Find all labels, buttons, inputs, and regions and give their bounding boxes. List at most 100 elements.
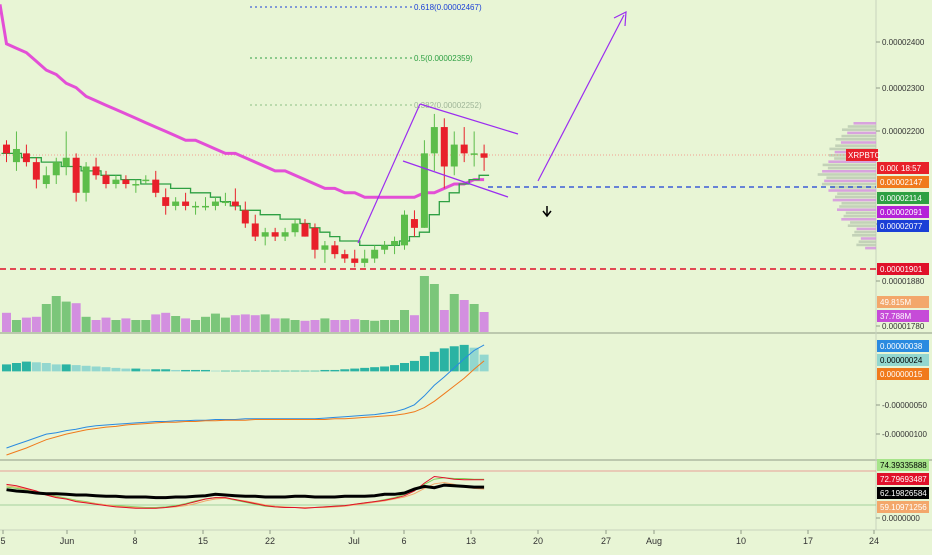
candle[interactable] [371, 245, 379, 263]
macd-signal-line[interactable] [6, 360, 485, 456]
stoch-red-line[interactable] [6, 475, 485, 509]
candle[interactable] [52, 157, 60, 185]
price-badge[interactable]: 0.00002091 [877, 206, 929, 218]
time-axis[interactable]: 5 Jun 8 15 22 Jul 6 13 20 27 Aug 10 17 24 [0, 530, 879, 546]
candle[interactable] [420, 140, 428, 228]
candle[interactable] [172, 197, 180, 211]
volume-profile-bar [847, 125, 876, 128]
candle[interactable] [251, 214, 259, 241]
candle[interactable] [440, 118, 448, 189]
candle[interactable] [102, 170, 110, 189]
candle[interactable] [162, 188, 170, 215]
stoch-k-line[interactable] [6, 483, 485, 500]
candle[interactable] [112, 175, 120, 189]
candle[interactable] [132, 179, 140, 193]
projection-arrow-head[interactable] [613, 10, 627, 27]
candle[interactable] [152, 170, 160, 198]
stoch-badge[interactable]: 62.19826584 [877, 487, 929, 499]
candle[interactable] [211, 197, 219, 211]
candle[interactable] [391, 236, 399, 255]
candle[interactable] [82, 162, 90, 202]
volume-profile-bar [839, 205, 876, 208]
price-badge[interactable]: 37.788M [877, 310, 929, 322]
candle[interactable] [142, 175, 150, 185]
macd-badge[interactable]: 0.00000015 [877, 368, 929, 380]
candle[interactable] [281, 227, 289, 241]
macd-histogram-bar [240, 370, 250, 372]
flag-pattern[interactable] [357, 103, 519, 244]
candle[interactable] [291, 219, 299, 237]
stoch-badge[interactable]: 72.79693487 [877, 473, 929, 485]
candle[interactable] [22, 144, 30, 167]
candle[interactable] [361, 249, 369, 268]
candle[interactable] [3, 140, 10, 163]
fib-level-label: 0.5(0.00002359) [414, 54, 473, 63]
candle[interactable] [122, 175, 130, 189]
candle[interactable] [410, 210, 418, 237]
candle[interactable] [241, 201, 249, 228]
candle[interactable] [261, 227, 269, 246]
macd-histogram-bar [300, 370, 310, 372]
candle[interactable] [12, 131, 20, 171]
price-badge[interactable]: 0.00002077 [877, 220, 929, 232]
candle[interactable] [182, 192, 190, 211]
candle[interactable] [450, 131, 458, 176]
stoch-axis[interactable]: 0.0000000 74.39335888 72.79693487 62.198265… [876, 459, 929, 523]
candle[interactable] [460, 127, 468, 163]
candle[interactable] [480, 144, 488, 171]
projection-arrow-line[interactable] [537, 14, 625, 182]
stoch-badge[interactable]: 74.39335888 [877, 459, 929, 471]
volume-bar [390, 320, 400, 332]
moving-average-line[interactable] [0, 4, 485, 199]
flag-upper-line[interactable] [419, 103, 519, 135]
flag-lower-line[interactable] [402, 160, 509, 198]
candle[interactable] [42, 166, 50, 189]
price-badge[interactable]: 0.00002114 [877, 192, 929, 204]
candle-body [361, 258, 369, 263]
symbol-badge[interactable]: XRPBTC [846, 149, 881, 161]
down-arrow-icon[interactable] [542, 206, 552, 218]
candle[interactable] [401, 210, 408, 250]
candle-body [162, 197, 170, 206]
candle[interactable] [72, 153, 80, 202]
candle[interactable] [92, 157, 100, 180]
stoch-badge[interactable]: 59.10971256 [877, 501, 929, 513]
price-tick-label: 0.00002300 [882, 84, 925, 93]
macd-badge[interactable]: 0.00000038 [877, 340, 929, 352]
price-badge[interactable]: 0.00001901 [877, 263, 929, 275]
stoch-green-line[interactable] [6, 477, 485, 508]
candle[interactable] [351, 249, 359, 268]
candle[interactable] [231, 188, 239, 211]
macd-line[interactable] [6, 344, 485, 449]
candle[interactable] [331, 240, 339, 259]
volume-bar [181, 318, 191, 332]
price-axis[interactable]: 0.000024000.000023000.000022000.00001940… [846, 38, 929, 331]
macd-histogram-bar [21, 361, 31, 372]
candle[interactable] [430, 113, 438, 171]
volume-profile-bar [835, 144, 876, 147]
flag-pole-line[interactable] [357, 103, 421, 244]
price-badge[interactable]: 0.00002147 [877, 176, 929, 188]
macd-badge[interactable]: 0.00000024 [877, 354, 929, 366]
candle[interactable] [62, 131, 70, 176]
candle[interactable] [470, 131, 478, 167]
candle[interactable] [202, 197, 209, 211]
volume-profile-bar [817, 173, 876, 176]
price-badge[interactable]: 49.815M [877, 296, 929, 308]
candle[interactable] [381, 240, 389, 255]
candle[interactable] [321, 240, 329, 263]
candle[interactable] [221, 192, 229, 206]
countdown-badge[interactable]: 18:57 [898, 162, 929, 174]
stoch-orange-line[interactable] [6, 481, 485, 509]
candle[interactable] [311, 223, 319, 259]
volume-profile-bar [829, 147, 876, 151]
candle[interactable] [32, 157, 40, 189]
candle[interactable] [341, 249, 349, 263]
candle[interactable] [192, 201, 200, 215]
macd-axis[interactable]: -0.00000050 -0.00000100 0.00000038 0.000000… [876, 340, 929, 439]
candle[interactable] [271, 227, 279, 241]
projection-arrow[interactable] [537, 10, 627, 182]
candle[interactable] [301, 219, 309, 237]
